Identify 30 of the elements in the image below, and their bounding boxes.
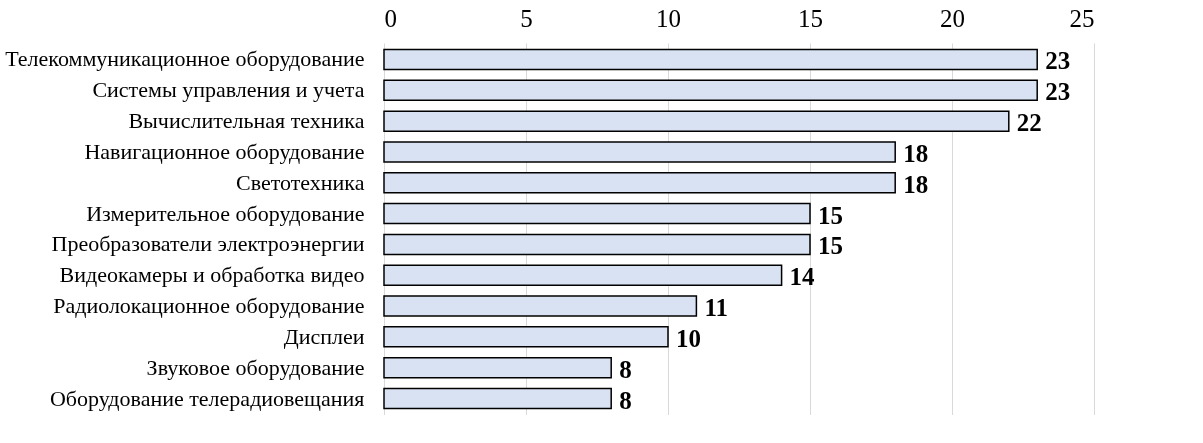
data-label: 15	[818, 232, 843, 260]
x-tick-label: 20	[940, 4, 965, 32]
data-label: 8	[619, 355, 632, 383]
x-tick-label: 15	[798, 4, 823, 32]
y-tick-label: Вычислительная техника	[128, 108, 365, 134]
y-tick-label: Радиолокационное оборудование	[53, 293, 365, 319]
data-label: 15	[818, 201, 843, 229]
data-label: 23	[1045, 47, 1071, 75]
data-label: 11	[704, 294, 729, 322]
x-tick-label: 5	[520, 4, 533, 32]
y-tick-label: Системы управления и учета	[92, 77, 365, 103]
y-tick-label: Преобразователи электроэнергии	[51, 231, 365, 257]
y-tick-label: Видеокамеры и обработка видео	[59, 262, 365, 288]
y-tick-label: Измерительное оборудование	[86, 200, 365, 226]
x-tick-label: 10	[656, 4, 681, 32]
y-tick-label: Телекоммуникационное оборудование	[5, 46, 365, 72]
y-tick-label: Звуковое оборудование	[146, 354, 365, 380]
y-tick-label: Навигационное оборудование	[84, 138, 365, 164]
x-tick-label: 0	[384, 4, 397, 32]
data-label: 8	[619, 386, 632, 414]
data-label: 23	[1045, 78, 1071, 106]
y-tick-label: Светотехника	[236, 169, 365, 195]
data-label: 18	[903, 170, 929, 198]
data-label: 22	[1016, 109, 1042, 137]
data-label: 10	[676, 324, 701, 352]
data-label: 14	[789, 263, 816, 291]
data-label: 18	[903, 139, 929, 167]
y-tick-label: Дисплеи	[283, 323, 365, 349]
y-tick-label: Оборудование телерадиовещания	[49, 385, 365, 411]
x-tick-label: 25	[1069, 4, 1095, 32]
